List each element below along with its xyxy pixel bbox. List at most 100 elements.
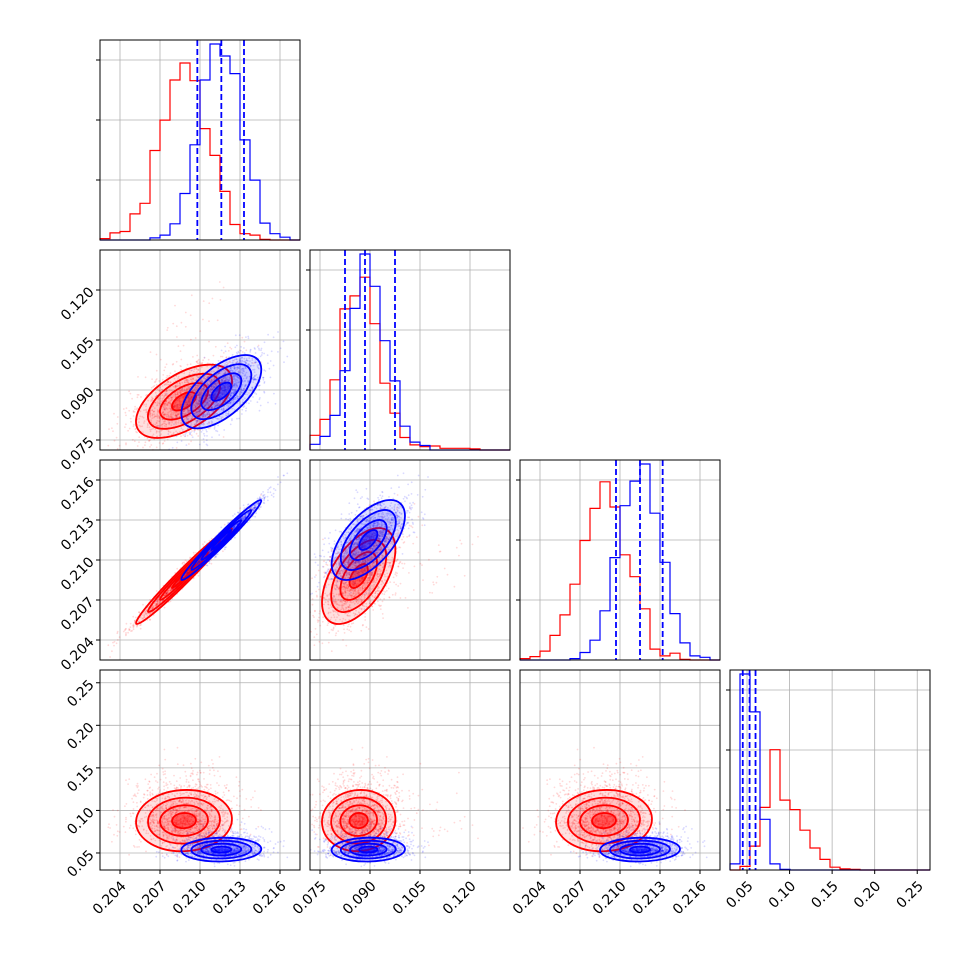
scatter-point (222, 352, 225, 354)
scatter-point (245, 409, 247, 412)
scatter-point (208, 320, 210, 323)
scatter-point (132, 615, 135, 618)
scatter-point (241, 336, 244, 339)
scatter-point (161, 397, 164, 400)
scatter-point (175, 447, 178, 449)
scatter-point (229, 346, 232, 349)
scatter-point (185, 378, 188, 381)
scatter-point (125, 443, 127, 446)
scatter-point (172, 431, 175, 434)
scatter-point (180, 368, 183, 371)
scatter-point (273, 392, 275, 395)
scatter-point (167, 411, 169, 414)
scatter-point (185, 418, 188, 421)
scatter-point (262, 495, 264, 497)
scatter-point (249, 349, 252, 352)
scatter-point (165, 376, 168, 379)
scatter-point (146, 426, 149, 428)
scatter-point (178, 400, 181, 402)
scatter-point (144, 444, 146, 446)
scatter-point (223, 429, 226, 431)
scatter-point (149, 439, 151, 441)
scatter-point (190, 434, 193, 437)
scatter-point (208, 340, 210, 343)
scatter-point (202, 300, 205, 302)
scatter-point (190, 440, 192, 443)
panel-2-0 (99, 459, 301, 661)
scatter-point (208, 413, 211, 416)
scatter-point (197, 397, 199, 400)
scatter-point (213, 395, 216, 397)
scatter-point (234, 346, 237, 349)
scatter-point (176, 385, 178, 387)
scatter-point (263, 369, 266, 371)
scatter-point (132, 626, 135, 629)
scatter-point (263, 382, 266, 384)
scatter-point (243, 347, 245, 349)
scatter-point (155, 369, 158, 372)
scatter-point (211, 386, 213, 389)
scatter-point (269, 376, 272, 379)
scatter-point (174, 392, 176, 395)
scatter-point (191, 436, 194, 438)
scatter-point (177, 413, 179, 416)
scatter-point (222, 550, 224, 553)
scatter-point (210, 385, 213, 388)
panel-1-1 (306, 249, 511, 451)
scatter-point (243, 340, 246, 343)
scatter-point (169, 405, 172, 408)
scatter-point (182, 434, 185, 436)
scatter-point (204, 378, 207, 380)
scatter-point (144, 409, 147, 411)
scatter-point (188, 431, 191, 434)
scatter-point (198, 443, 201, 446)
scatter-point (164, 366, 167, 369)
scatter-point (203, 541, 206, 543)
scatter-point (186, 434, 189, 437)
scatter-point (215, 384, 218, 387)
scatter-point (167, 401, 170, 404)
scatter-point (179, 389, 181, 391)
scatter-point (179, 365, 182, 367)
scatter-point (128, 628, 131, 631)
scatter-point (167, 430, 170, 433)
scatter-point (177, 421, 180, 424)
scatter-point (175, 401, 177, 404)
scatter-point (175, 325, 178, 328)
scatter-point (198, 393, 201, 396)
scatter-point (219, 355, 222, 358)
scatter-point (207, 375, 210, 378)
scatter-point (243, 405, 246, 407)
scatter-point (193, 423, 196, 425)
scatter-point (238, 417, 241, 420)
scatter-point (194, 410, 197, 413)
scatter-point (162, 411, 165, 414)
scatter-point (197, 385, 200, 388)
scatter-point (174, 386, 176, 389)
scatter-point (269, 360, 272, 362)
scatter-point (173, 404, 176, 407)
scatter-point (206, 435, 208, 437)
scatter-point (203, 441, 205, 443)
scatter-point (259, 397, 261, 399)
scatter-point (198, 392, 201, 395)
scatter-point (132, 425, 135, 428)
scatter-point (172, 322, 175, 325)
scatter-point (174, 412, 177, 415)
scatter-point (171, 415, 173, 418)
scatter-point (151, 414, 154, 417)
scatter-point (175, 360, 178, 363)
scatter-point (162, 374, 165, 376)
scatter-point (130, 420, 132, 423)
scatter-point (124, 411, 127, 414)
scatter-point (128, 409, 131, 412)
scatter-point (261, 352, 264, 354)
scatter-point (129, 622, 132, 625)
scatter-point (236, 386, 238, 389)
scatter-point (215, 391, 217, 394)
scatter-point (183, 395, 185, 397)
scatter-point (170, 410, 172, 413)
scatter-point (190, 378, 192, 381)
scatter-point (211, 407, 213, 409)
